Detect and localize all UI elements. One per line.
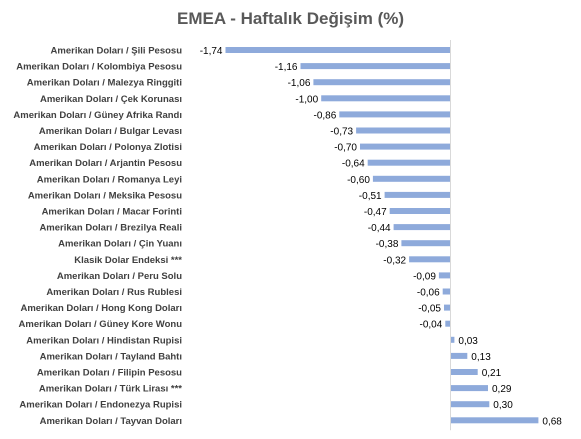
value-label: -1,06	[288, 78, 311, 89]
bar	[339, 111, 451, 118]
value-label: -0,04	[420, 320, 443, 331]
value-label: -0,70	[334, 143, 357, 154]
category-label: Amerikan Doları / Romanya Leyi	[37, 174, 182, 185]
category-label: Amerikan Doları / Güney Afrika Randı	[13, 110, 182, 121]
value-label: -0,06	[417, 288, 440, 299]
bar	[444, 304, 451, 311]
bar	[393, 224, 451, 231]
bar	[450, 369, 478, 375]
value-label: -0,60	[347, 175, 370, 186]
category-label: Klasik Dolar Endeksi ***	[74, 255, 182, 266]
category-label: Amerikan Doları / Hindistan Rupisi	[26, 335, 182, 346]
category-label: Amerikan Doları / Peru Solu	[57, 271, 182, 282]
value-label: -1,74	[200, 46, 223, 57]
category-label: Amerikan Doları / Çek Korunası	[40, 94, 182, 105]
bar	[409, 256, 451, 263]
value-label: -0,51	[359, 191, 382, 202]
bar	[389, 208, 451, 214]
category-label: Amerikan Doları / Tayland Bahtı	[40, 351, 182, 362]
category-labels: Amerikan Doları / Şili Pesosu Amerikan Do…	[13, 46, 182, 427]
category-label: Amerikan Doları / Polonya Zlotisi	[34, 142, 182, 153]
category-label: Amerikan Doları / Kolombiya Pesosu	[16, 62, 182, 73]
bar	[313, 79, 451, 86]
category-label: Amerikan Doları / Türk Lirası ***	[39, 384, 182, 395]
bar	[450, 417, 539, 424]
bar	[442, 288, 451, 295]
bar	[450, 401, 490, 408]
chart-title: EMEA - Haftalık Değişim (%)	[176, 9, 405, 28]
category-label: Amerikan Doları / Arjantin Pesosu	[29, 158, 182, 169]
bar	[321, 95, 451, 102]
category-label: Amerikan Doları / Tayvan Doları	[40, 416, 182, 427]
bar	[450, 336, 455, 343]
category-label: Amerikan Doları / Malezya Ringgiti	[27, 78, 182, 89]
bar	[450, 385, 488, 392]
value-labels: -1,74 -1,16 -1,06 -1,00 -0,86 -0,73 -0,70 -0,64…	[200, 46, 563, 427]
value-label: -0,73	[330, 127, 353, 138]
bar	[384, 191, 451, 198]
value-label: 0,21	[482, 368, 502, 379]
category-label: Amerikan Doları / Çin Yuanı	[58, 239, 182, 250]
category-label: Amerikan Doları / Meksika Pesosu	[28, 190, 182, 201]
category-label: Amerikan Doları / Hong Kong Doları	[20, 303, 182, 314]
value-label: 0,13	[471, 352, 491, 363]
category-label: Amerikan Doları / Filipin Pesosu	[37, 368, 182, 379]
bar	[367, 159, 451, 166]
value-label: -0,38	[376, 239, 399, 250]
value-label: 0,30	[493, 400, 513, 411]
value-label: -1,00	[295, 94, 318, 105]
bar	[372, 175, 451, 182]
value-label: 0,03	[458, 336, 478, 347]
bar	[300, 63, 451, 70]
bars-layer	[225, 47, 539, 424]
value-label: -0,44	[368, 223, 391, 234]
category-label: Amerikan Doları / Brezilya Reali	[39, 223, 182, 234]
bar	[438, 272, 451, 279]
value-label: -0,86	[314, 110, 337, 121]
value-label: -0,64	[342, 159, 365, 170]
category-label: Amerikan Doları / Endonezya Rupisi	[19, 400, 182, 411]
value-label: -0,05	[418, 304, 441, 315]
value-label: -0,47	[364, 207, 387, 218]
bar	[225, 47, 451, 53]
bar	[445, 320, 451, 327]
bar	[356, 127, 451, 134]
bar	[401, 240, 451, 247]
category-label: Amerikan Doları / Rus Rublesi	[46, 287, 182, 298]
category-label: Amerikan Doları / Güney Kore Wonu	[19, 319, 183, 330]
bar	[450, 352, 468, 359]
category-label: Amerikan Doları / Şili Pesosu	[51, 46, 183, 57]
bar	[360, 143, 451, 150]
value-label: 0,29	[492, 384, 512, 395]
value-label: -1,16	[275, 62, 298, 73]
value-label: 0,68	[542, 416, 562, 427]
category-label: Amerikan Doları / Bulgar Levası	[39, 126, 182, 137]
value-label: -0,09	[413, 271, 436, 282]
value-label: -0,32	[383, 255, 406, 266]
category-label: Amerikan Doları / Macar Forinti	[42, 207, 182, 218]
